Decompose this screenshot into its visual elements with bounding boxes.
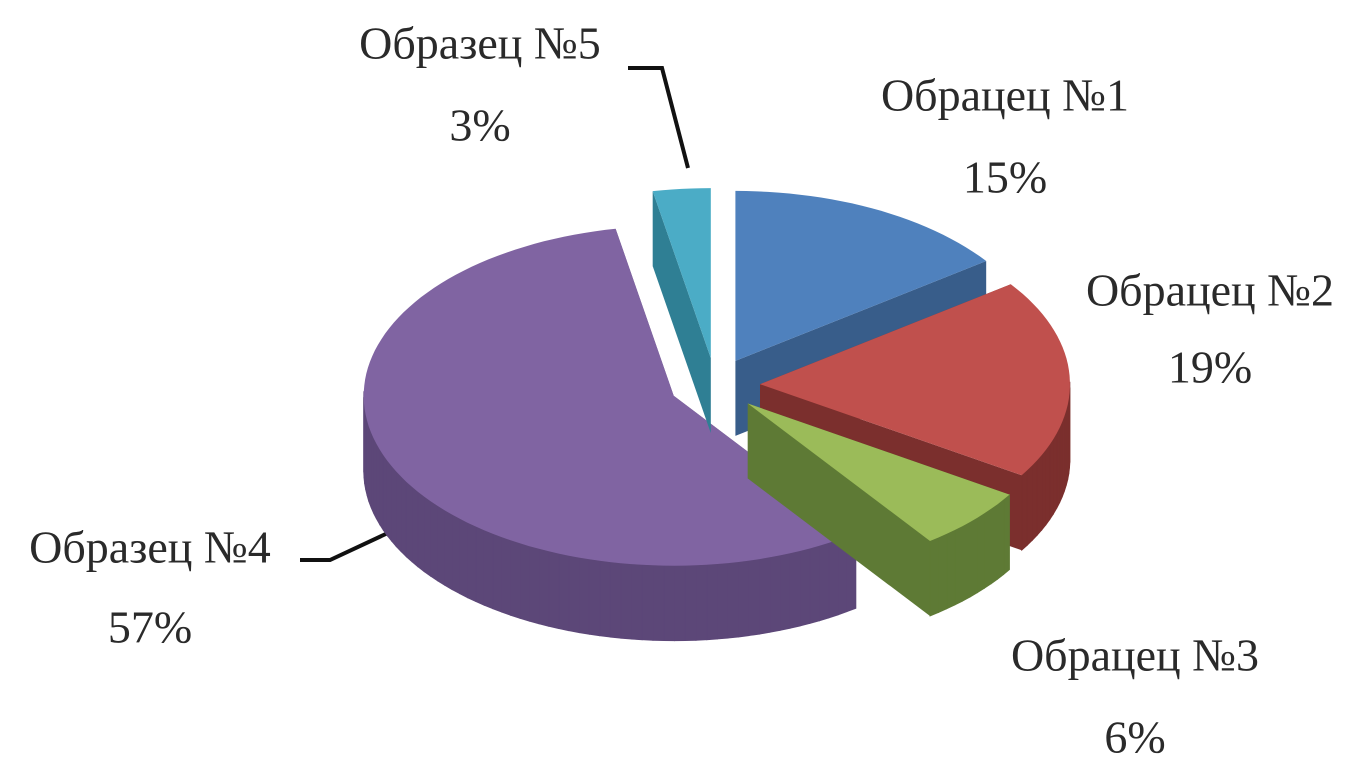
slice-side [548, 550, 560, 630]
slice-side [1053, 431, 1058, 516]
slice-side [663, 565, 675, 642]
slice-side [946, 529, 956, 610]
slice-side [510, 539, 521, 619]
slice-side [609, 561, 622, 639]
slice-side [444, 509, 453, 591]
slice-side [423, 495, 432, 577]
slice-side [769, 554, 781, 633]
slice-side [969, 517, 978, 598]
slice-side [538, 548, 550, 627]
slice-side [395, 470, 402, 553]
slice-side [475, 525, 485, 606]
slice-side [558, 553, 570, 632]
slice-side [997, 498, 1005, 581]
slice [652, 188, 711, 359]
slice-side [1049, 437, 1054, 521]
value-label: 15% [963, 152, 1047, 203]
slice [747, 403, 1010, 541]
slice-side [962, 521, 971, 602]
slice-side [599, 560, 611, 638]
value-label: 3% [449, 100, 510, 151]
slice-side [759, 556, 771, 635]
slice-side [379, 448, 384, 532]
slice-side [1045, 442, 1051, 526]
slice-side [467, 522, 477, 603]
slice-side [674, 565, 686, 642]
slice-side [738, 560, 750, 638]
slice-side [1036, 453, 1043, 537]
slice-side [375, 442, 381, 526]
slice-side [1032, 459, 1038, 542]
slice-side [451, 513, 461, 595]
slice-side [436, 505, 445, 586]
slice-side [400, 475, 407, 558]
slice-side [984, 508, 992, 590]
value-label: 6% [1104, 712, 1165, 763]
slice-side [641, 564, 654, 641]
slice-side [519, 542, 530, 622]
slice-side [459, 517, 468, 599]
value-label: 57% [108, 602, 192, 653]
slice-side [405, 480, 413, 563]
slice-side [954, 525, 963, 606]
slice-label: Обрацец №1 [881, 70, 1129, 121]
slice-side [390, 464, 397, 548]
value-label: 19% [1168, 342, 1252, 393]
slice-side [652, 191, 711, 434]
slice-side [990, 503, 998, 585]
slice [735, 190, 987, 361]
slice-side [747, 403, 930, 616]
slice [363, 228, 856, 566]
slice-side [501, 536, 512, 616]
slice-side [373, 437, 377, 519]
slice-side [1056, 427, 1061, 509]
slice-side [1003, 493, 1010, 576]
slice-side [430, 500, 438, 582]
slice-side [631, 563, 643, 641]
slice-side [706, 563, 718, 641]
slice-side [483, 529, 494, 610]
slice-side [799, 547, 811, 627]
slice-side [417, 490, 425, 573]
slice-side [620, 562, 632, 640]
slice-side [588, 558, 601, 637]
slice-side [411, 485, 419, 568]
slice-side [684, 564, 697, 642]
slice-side [492, 533, 503, 613]
slice-side [382, 453, 388, 537]
slice-side [938, 533, 948, 614]
slice-label: Обрацец №2 [1086, 265, 1334, 316]
slice-side [568, 555, 580, 634]
slice-side [809, 545, 820, 625]
slice-side [819, 542, 830, 622]
slice-side [695, 564, 708, 641]
slice [760, 284, 1070, 476]
slice-side [779, 552, 791, 631]
slice-side [386, 459, 392, 543]
slice-side [1026, 464, 1033, 547]
slice-side [727, 561, 739, 639]
slice-side [578, 557, 590, 635]
slice-side [789, 550, 801, 629]
slice-side [748, 558, 760, 637]
leader-line [628, 66, 690, 169]
slice-side [717, 562, 729, 640]
slice-side [1021, 469, 1028, 552]
slice-side [652, 564, 665, 642]
slice-side [929, 536, 939, 617]
slice-label: Образец №5 [359, 18, 601, 69]
slice-side [977, 512, 985, 594]
slice-label: Обрацец №3 [1011, 630, 1259, 681]
slice-side [1041, 448, 1047, 532]
slice-side [828, 539, 839, 619]
slice-label: Образец №4 [29, 522, 271, 573]
slice-side [529, 545, 540, 625]
